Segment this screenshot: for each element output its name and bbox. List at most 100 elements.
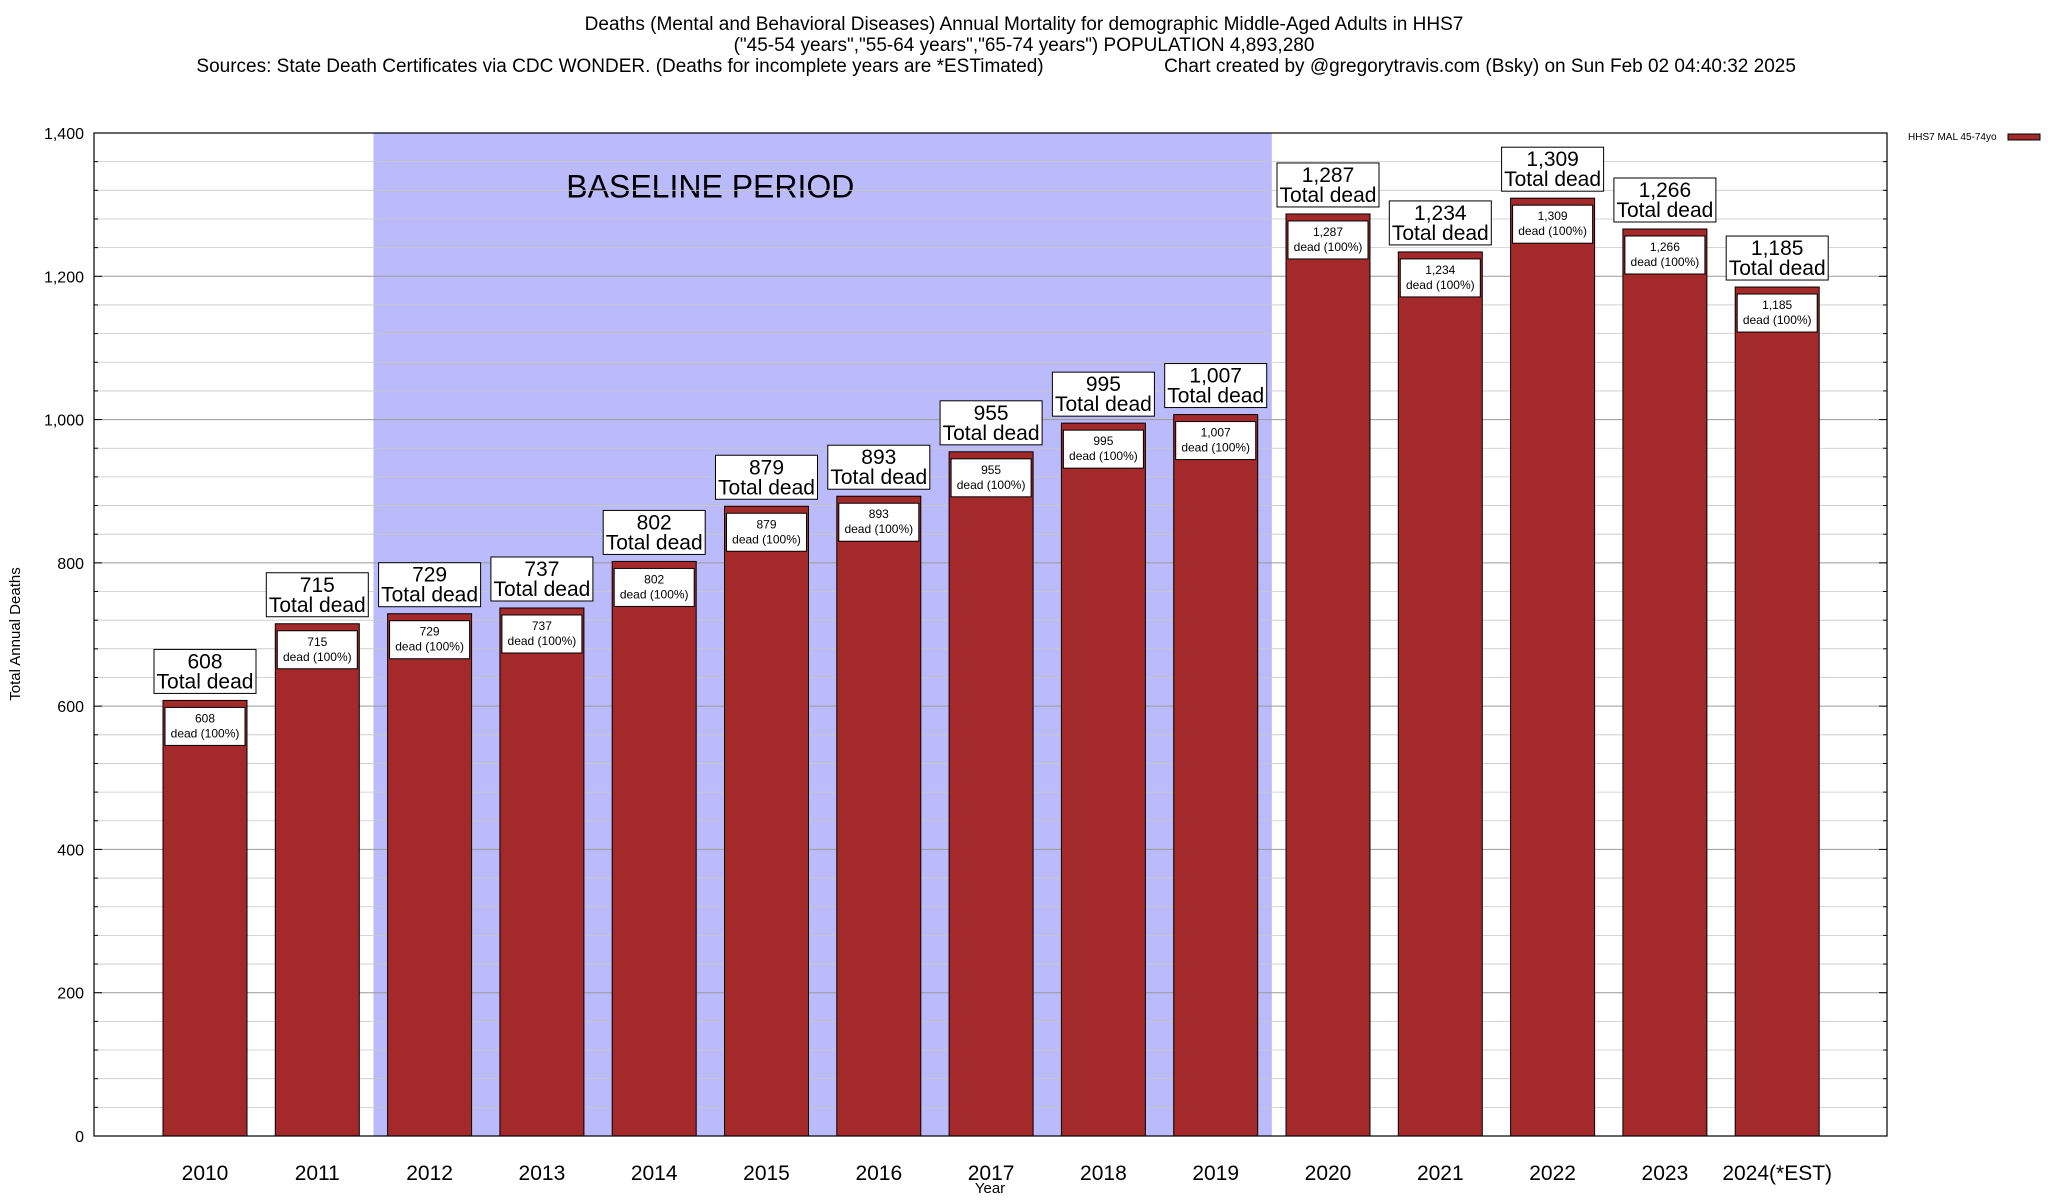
- x-tick-label: 2024(*EST): [1722, 1162, 1832, 1185]
- bar-total-value: 955: [974, 402, 1009, 425]
- bar-inner-percent: dead (100%): [1406, 278, 1475, 292]
- x-tick-label: 2022: [1529, 1162, 1576, 1185]
- bar-inner-value: 608: [195, 711, 215, 725]
- bar-total-caption: Total dead: [1392, 222, 1489, 245]
- x-tick-label: 2020: [1305, 1162, 1352, 1185]
- bar-total-label-box: [1613, 177, 1717, 223]
- legend: HHS7 MAL 45-74yo: [1908, 132, 2041, 143]
- bar: [162, 699, 248, 1137]
- bar-total-caption: Total dead: [493, 578, 590, 601]
- x-tick-label: 2012: [406, 1162, 453, 1185]
- bar-inner-percent: dead (100%): [957, 478, 1026, 492]
- bar-total-caption: Total dead: [157, 670, 254, 693]
- bar-inner-value: 893: [869, 507, 889, 521]
- bar: [1510, 197, 1596, 1137]
- bar-inner-percent: dead (100%): [1743, 313, 1812, 327]
- bar-total-label-box: [1051, 371, 1155, 417]
- bar-total-label-box: [939, 400, 1043, 446]
- bar-total-value: 893: [861, 446, 896, 469]
- bar-total-value: 715: [300, 574, 335, 597]
- bar-inner-label-box: [501, 614, 583, 654]
- x-tick-label: 2011: [295, 1162, 340, 1185]
- bar-inner-percent: dead (100%): [732, 532, 801, 546]
- x-tick-label: 2013: [519, 1162, 566, 1185]
- bar: [1060, 422, 1146, 1137]
- bar: [1285, 213, 1371, 1137]
- bar-total-value: 995: [1086, 373, 1121, 396]
- bar-total-label-box: [1725, 235, 1829, 281]
- bar-inner-label-box: [1175, 421, 1257, 461]
- bar-inner-label-box: [613, 567, 695, 607]
- bar: [836, 495, 922, 1137]
- x-tick-label: 2015: [743, 1162, 790, 1185]
- bar-total-value: 1,007: [1189, 365, 1242, 388]
- bar-inner-value: 1,185: [1762, 298, 1792, 312]
- bar: [1173, 414, 1259, 1137]
- bar-total-caption: Total dead: [269, 594, 366, 617]
- bar-inner-percent: dead (100%): [283, 650, 352, 664]
- y-tick-label: 400: [57, 842, 84, 859]
- bar: [274, 623, 360, 1137]
- bar-total-caption: Total dead: [718, 476, 815, 499]
- bar-total-label-box: [490, 556, 594, 602]
- bar-inner-value: 802: [644, 572, 664, 586]
- bar-total-label-box: [1388, 200, 1492, 246]
- bar-inner-value: 1,266: [1650, 240, 1680, 254]
- chart-subtitle: ("45-54 years","55-64 years","65-74 year…: [734, 35, 1315, 56]
- bar-inner-value: 715: [307, 635, 327, 649]
- bar-inner-value: 1,287: [1313, 225, 1343, 239]
- chart-credit: Chart created by @gregorytravis.com (Bsk…: [1164, 56, 1796, 77]
- bar-total-caption: Total dead: [1504, 168, 1601, 191]
- bar: [1622, 228, 1708, 1137]
- x-tick-label: 2014: [631, 1162, 678, 1185]
- bar-inner-percent: dead (100%): [1294, 240, 1363, 254]
- bar: [1734, 286, 1820, 1137]
- bar: [387, 613, 473, 1137]
- bar-inner-label-box: [1624, 235, 1706, 275]
- y-tick-label: 800: [57, 556, 84, 573]
- bar-total-value: 802: [637, 511, 672, 534]
- bar-total-label-box: [378, 562, 482, 608]
- legend-swatch: [2007, 133, 2041, 141]
- bar: [611, 560, 697, 1137]
- bar-inner-percent: dead (100%): [171, 726, 240, 740]
- x-tick-label: 2018: [1080, 1162, 1127, 1185]
- bar-total-value: 1,266: [1639, 179, 1692, 202]
- bar-inner-value: 1,309: [1538, 209, 1568, 223]
- bar-inner-percent: dead (100%): [1181, 441, 1250, 455]
- chart-sources: Sources: State Death Certificates via CD…: [196, 56, 1043, 77]
- bar-total-label-box: [715, 454, 818, 500]
- bar-total-label-box: [1276, 162, 1380, 208]
- bar-total-label-box: [1164, 363, 1268, 409]
- bar-total-caption: Total dead: [1729, 257, 1826, 280]
- bar-inner-label-box: [950, 458, 1032, 498]
- bar: [1397, 251, 1483, 1137]
- bar-total-caption: Total dead: [381, 584, 478, 607]
- bar-total-label-box: [265, 572, 369, 618]
- bar-total-value: 1,234: [1414, 202, 1467, 225]
- x-tick-label: 2017: [968, 1162, 1015, 1185]
- baseline-label: BASELINE PERIOD: [566, 168, 854, 204]
- bar-inner-value: 995: [1093, 434, 1113, 448]
- bar-inner-percent: dead (100%): [1069, 449, 1138, 463]
- bar-total-caption: Total dead: [606, 531, 703, 554]
- bar-total-value: 737: [524, 558, 559, 581]
- bar-total-label-box: [602, 509, 706, 555]
- x-tick-label: 2021: [1417, 1162, 1464, 1185]
- bar-inner-label-box: [1512, 204, 1594, 244]
- bar-inner-percent: dead (100%): [1518, 224, 1587, 238]
- bar-inner-label-box: [1062, 429, 1144, 469]
- bar: [948, 451, 1034, 1137]
- bar-total-caption: Total dead: [943, 422, 1040, 445]
- bar-inner-label-box: [389, 620, 471, 660]
- bar-inner-value: 737: [532, 619, 552, 633]
- bar-inner-value: 1,234: [1425, 263, 1455, 277]
- bar-inner-percent: dead (100%): [508, 634, 577, 648]
- bar: [724, 505, 809, 1137]
- chart-title: Deaths (Mental and Behavioral Diseases) …: [585, 14, 1464, 35]
- bar-total-value: 608: [187, 650, 222, 673]
- bar-inner-percent: dead (100%): [844, 522, 913, 536]
- bar-inner-percent: dead (100%): [620, 587, 689, 601]
- y-tick-label: 200: [57, 986, 84, 1003]
- x-tick-label: 2023: [1642, 1162, 1689, 1185]
